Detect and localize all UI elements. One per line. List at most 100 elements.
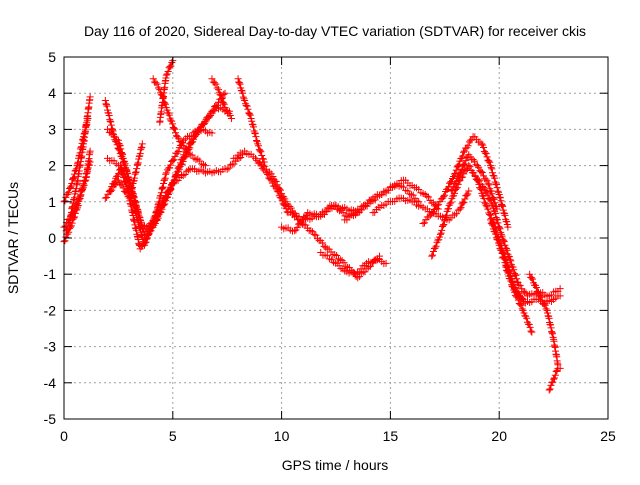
data-marker <box>226 111 234 119</box>
data-marker <box>132 209 140 217</box>
data-marker <box>128 185 136 193</box>
data-marker <box>110 180 118 188</box>
series-track-26 <box>526 270 564 372</box>
data-marker <box>518 305 526 313</box>
data-marker <box>551 371 559 379</box>
data-point <box>101 194 109 202</box>
data-point <box>180 151 188 159</box>
data-marker <box>120 170 128 178</box>
data-marker <box>525 321 533 329</box>
y-tick-label: 1 <box>48 194 56 210</box>
data-marker <box>488 165 496 173</box>
data-marker <box>307 227 315 235</box>
data-marker <box>78 139 86 147</box>
data-point <box>556 292 564 300</box>
data-marker <box>132 169 140 177</box>
data-marker <box>78 143 86 151</box>
series-track-2 <box>60 115 92 206</box>
data-marker <box>549 330 557 338</box>
data-marker <box>160 179 168 187</box>
data-marker <box>502 245 510 253</box>
data-marker <box>439 221 447 229</box>
data-marker <box>219 99 227 107</box>
data-marker <box>225 164 233 172</box>
y-tick-label: 3 <box>48 121 56 137</box>
data-marker <box>460 161 468 169</box>
data-marker <box>488 190 496 198</box>
y-tick-label: -4 <box>44 375 57 391</box>
data-marker <box>302 212 310 220</box>
data-marker <box>471 157 479 165</box>
data-marker <box>118 149 126 157</box>
data-marker <box>143 235 151 243</box>
data-marker <box>355 268 363 276</box>
data-marker <box>64 222 72 230</box>
data-marker <box>477 168 485 176</box>
data-marker <box>134 216 142 224</box>
data-marker <box>123 175 131 183</box>
data-marker <box>177 138 185 146</box>
data-marker <box>201 119 209 127</box>
data-marker <box>179 154 187 162</box>
data-marker <box>441 191 449 199</box>
data-point <box>504 223 512 231</box>
data-marker <box>178 139 186 147</box>
series-track-15 <box>256 158 384 282</box>
data-marker <box>516 300 524 308</box>
data-marker <box>259 161 267 169</box>
data-marker <box>77 191 85 199</box>
series-track-12 <box>208 75 236 123</box>
data-marker <box>73 200 81 208</box>
data-marker <box>191 132 199 140</box>
data-marker <box>423 192 431 200</box>
data-marker <box>72 165 80 173</box>
data-marker <box>500 237 508 245</box>
data-marker <box>119 154 127 162</box>
data-marker <box>74 158 82 166</box>
data-marker <box>552 368 560 376</box>
data-marker <box>430 206 438 214</box>
data-marker <box>236 80 244 88</box>
data-marker <box>80 181 88 189</box>
data-marker <box>213 84 221 92</box>
data-marker <box>74 160 82 168</box>
data-marker <box>187 139 195 147</box>
data-point <box>86 93 94 101</box>
data-marker <box>459 152 467 160</box>
data-marker <box>505 253 513 261</box>
data-marker <box>460 198 468 206</box>
data-marker <box>409 191 417 199</box>
data-marker <box>542 305 550 313</box>
data-marker <box>333 252 341 260</box>
data-marker <box>199 120 207 128</box>
data-marker <box>103 102 111 110</box>
data-marker <box>509 283 517 291</box>
data-marker <box>119 184 127 192</box>
data-marker <box>239 93 247 101</box>
data-marker <box>164 67 172 75</box>
data-marker <box>137 144 145 152</box>
data-point <box>534 288 542 296</box>
data-marker <box>438 226 446 234</box>
data-marker <box>485 157 493 165</box>
data-point <box>173 133 181 141</box>
data-marker <box>488 200 496 208</box>
data-marker <box>144 231 152 239</box>
data-marker <box>106 117 114 125</box>
data-marker <box>459 199 467 207</box>
data-point <box>101 96 109 104</box>
data-marker <box>518 294 526 302</box>
data-marker <box>541 301 549 309</box>
data-marker <box>166 63 174 71</box>
data-marker <box>293 224 301 232</box>
data-marker <box>452 178 460 186</box>
data-marker <box>280 201 288 209</box>
data-marker <box>451 211 459 219</box>
data-marker <box>482 175 490 183</box>
data-marker <box>81 129 89 137</box>
data-point <box>473 162 481 170</box>
data-point <box>73 162 81 170</box>
data-marker <box>164 188 172 196</box>
data-marker <box>322 243 330 251</box>
